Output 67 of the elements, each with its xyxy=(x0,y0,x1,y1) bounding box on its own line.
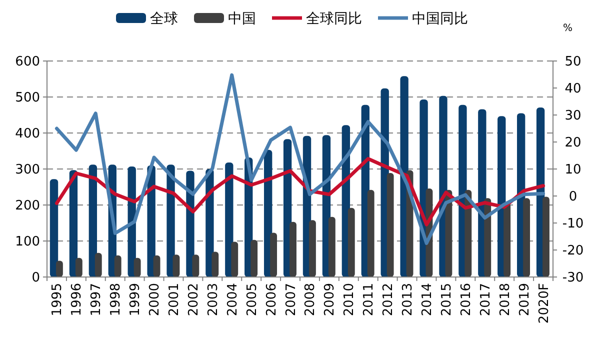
bar xyxy=(542,196,550,277)
x-tick-label: 2013 xyxy=(400,283,416,316)
y2-tick-label: -20 xyxy=(562,244,584,258)
x-tick-label: 2006 xyxy=(264,283,280,316)
x-tick-label: 2012 xyxy=(381,283,396,316)
bar xyxy=(56,260,63,277)
x-tick-label: 2007 xyxy=(284,283,299,316)
x-tick-label: 2010 xyxy=(342,283,358,316)
x-tick-label: 2003 xyxy=(206,283,221,316)
y-tick-label: 300 xyxy=(15,162,40,178)
y2-tick-label: 40 xyxy=(564,82,582,96)
x-tick-label: 2016 xyxy=(458,283,474,316)
x-tick-label: 2000 xyxy=(148,283,163,316)
bar xyxy=(231,242,238,277)
x-tick-label: 2018 xyxy=(498,283,513,316)
y-tick-label: 200 xyxy=(15,198,40,214)
legend-label: 全球 xyxy=(150,11,178,27)
x-tick-label: 2009 xyxy=(322,283,338,316)
bar xyxy=(348,208,355,277)
x-tick-label: 2011 xyxy=(362,283,377,316)
y-tick-label: 600 xyxy=(15,54,40,70)
x-tick-label: 2008 xyxy=(303,283,318,316)
x-tick-label: 2002 xyxy=(186,283,202,316)
legend-label: 中国 xyxy=(228,11,256,27)
bar xyxy=(523,198,530,277)
y2-tick-label: 30 xyxy=(564,108,582,124)
bar xyxy=(308,220,316,277)
x-tick-label: 2001 xyxy=(167,283,182,316)
bar xyxy=(114,255,122,277)
y-tick-label: 500 xyxy=(15,90,40,106)
x-tick-label: 1997 xyxy=(89,283,104,316)
x-tick-label: 2020F xyxy=(536,283,552,324)
bar xyxy=(75,258,82,277)
x-tick-label: 1999 xyxy=(128,283,144,316)
y2-tick-label: 50 xyxy=(564,54,582,70)
y2-tick-label: -10 xyxy=(562,216,584,232)
x-tick-label: 2004 xyxy=(225,283,240,316)
legend-label: 全球同比 xyxy=(306,11,362,27)
y2-tick-label: -30 xyxy=(562,270,584,286)
legend-label: 中国同比 xyxy=(412,11,468,27)
bar xyxy=(94,252,102,277)
y2-tick-label: 0 xyxy=(568,190,578,204)
bar xyxy=(290,222,296,277)
y-tick-label: 400 xyxy=(15,126,40,142)
x-tick-label: 1998 xyxy=(108,283,124,316)
y2-tick-label: 20 xyxy=(564,136,582,150)
bar xyxy=(367,190,374,277)
bar xyxy=(504,203,511,277)
bar xyxy=(250,240,258,277)
x-tick-label: 1996 xyxy=(70,283,85,316)
x-tick-label: 2005 xyxy=(244,283,260,316)
x-tick-label: 2015 xyxy=(439,283,454,316)
y2-axis-title: % xyxy=(563,23,573,34)
x-tick-label: 2019 xyxy=(517,283,532,316)
bar xyxy=(50,179,58,277)
bar xyxy=(328,216,336,277)
x-tick-label: 2014 xyxy=(420,283,435,316)
bar xyxy=(134,258,141,277)
x-tick-label: 1995 xyxy=(50,283,66,316)
y-tick-label: 100 xyxy=(15,234,40,250)
bar xyxy=(386,172,394,277)
bar xyxy=(270,232,278,277)
y-tick-label: 0 xyxy=(32,270,40,286)
x-tick-label: 2017 xyxy=(478,283,494,316)
y2-tick-label: 10 xyxy=(564,162,582,178)
bar xyxy=(212,252,219,277)
bar xyxy=(192,254,200,277)
